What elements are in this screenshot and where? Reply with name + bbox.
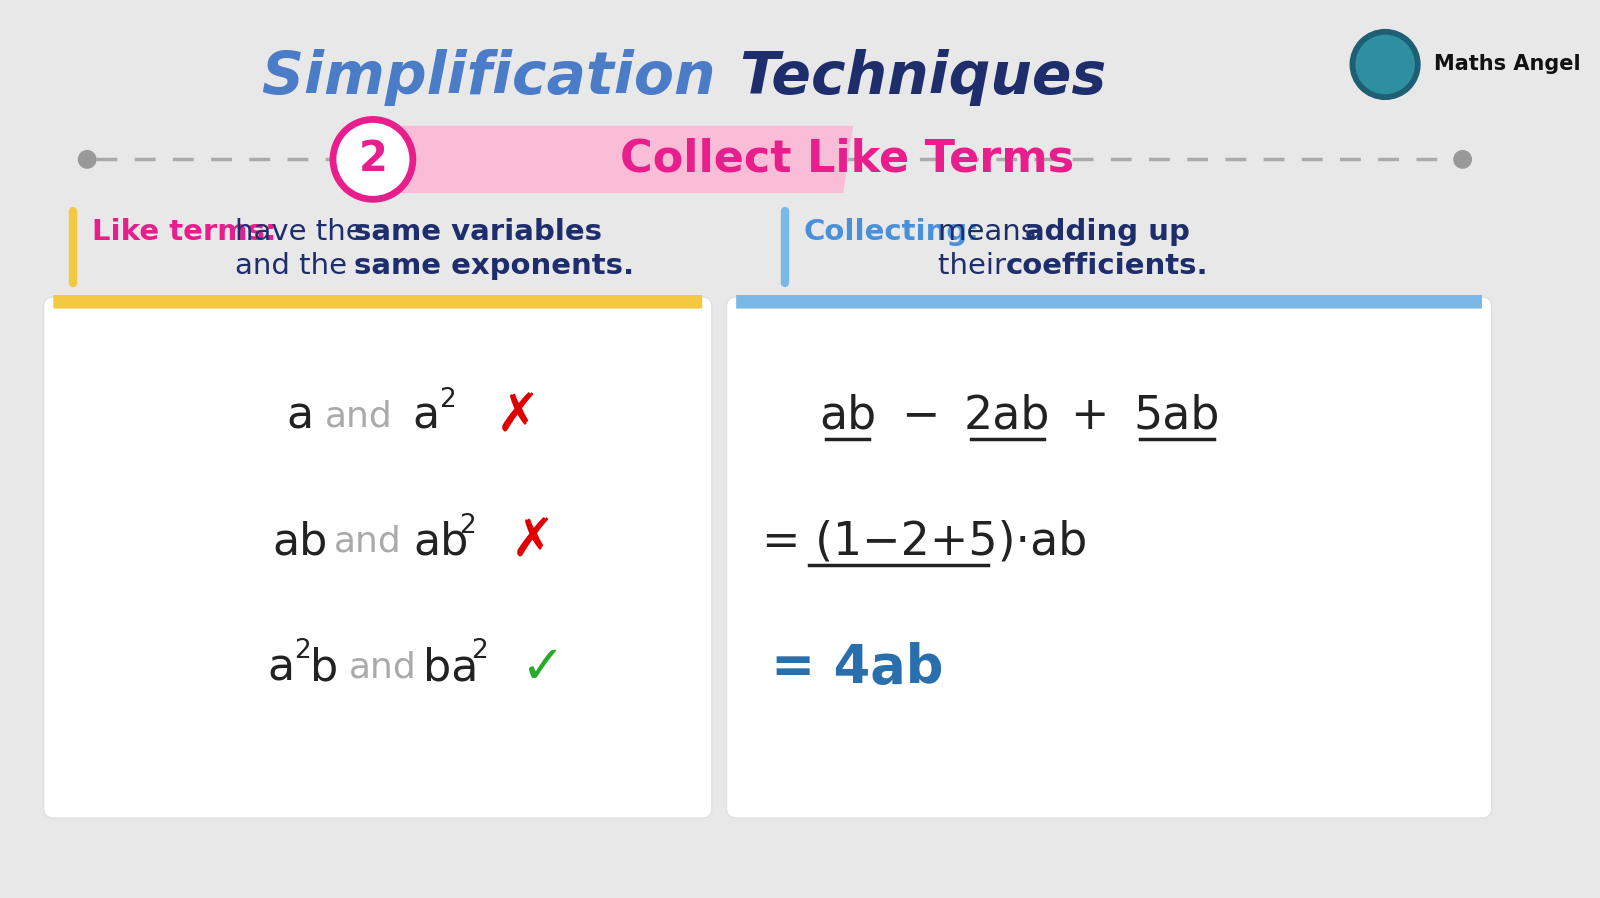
Text: Maths Angel: Maths Angel xyxy=(1434,55,1581,75)
Text: b: b xyxy=(310,647,339,690)
Text: means: means xyxy=(938,218,1045,246)
Text: 2: 2 xyxy=(358,138,387,180)
Text: adding up: adding up xyxy=(1024,218,1190,246)
Text: a: a xyxy=(267,647,294,690)
Circle shape xyxy=(338,124,408,195)
Text: +: + xyxy=(1070,393,1109,438)
Text: 2: 2 xyxy=(470,638,488,665)
Text: 2: 2 xyxy=(294,638,310,665)
Text: 2: 2 xyxy=(459,513,477,539)
Text: ab: ab xyxy=(272,521,328,563)
Text: = 4ab: = 4ab xyxy=(771,642,944,694)
Text: same exponents.: same exponents. xyxy=(354,252,634,280)
Text: coefficients.: coefficients. xyxy=(1005,252,1208,280)
Text: a: a xyxy=(286,394,314,437)
Text: ba: ba xyxy=(422,647,478,690)
Circle shape xyxy=(1350,30,1419,100)
Circle shape xyxy=(1454,151,1472,168)
Text: Techniques: Techniques xyxy=(739,48,1106,106)
Text: Like terms:: Like terms: xyxy=(93,218,277,246)
Text: 2: 2 xyxy=(438,387,456,412)
Circle shape xyxy=(78,151,96,168)
Text: ab: ab xyxy=(819,393,877,438)
Text: and: and xyxy=(334,525,402,559)
FancyBboxPatch shape xyxy=(736,295,1482,309)
Text: −: − xyxy=(901,393,939,438)
Text: ✗: ✗ xyxy=(510,516,555,568)
Text: Collect Like Terms: Collect Like Terms xyxy=(619,138,1074,180)
Text: ✗: ✗ xyxy=(496,390,541,442)
FancyBboxPatch shape xyxy=(53,295,702,309)
Polygon shape xyxy=(344,127,853,192)
Circle shape xyxy=(330,117,416,202)
Text: Collecting:: Collecting: xyxy=(803,218,979,246)
Text: have the: have the xyxy=(235,218,373,246)
Text: and the: and the xyxy=(235,252,357,280)
Text: 5ab: 5ab xyxy=(1134,393,1221,438)
Text: ✓: ✓ xyxy=(520,642,565,694)
Circle shape xyxy=(1357,35,1414,93)
FancyBboxPatch shape xyxy=(43,297,712,818)
Text: and: and xyxy=(325,399,392,433)
Text: ab: ab xyxy=(413,521,469,563)
Text: same variables: same variables xyxy=(354,218,602,246)
Text: and: and xyxy=(349,651,416,685)
Text: Simplification: Simplification xyxy=(262,48,736,106)
FancyBboxPatch shape xyxy=(726,297,1491,818)
Text: their: their xyxy=(938,252,1014,280)
Text: 2ab: 2ab xyxy=(965,393,1051,438)
Text: a: a xyxy=(413,394,440,437)
Text: = (1−2+5)·ab: = (1−2+5)·ab xyxy=(762,519,1088,565)
